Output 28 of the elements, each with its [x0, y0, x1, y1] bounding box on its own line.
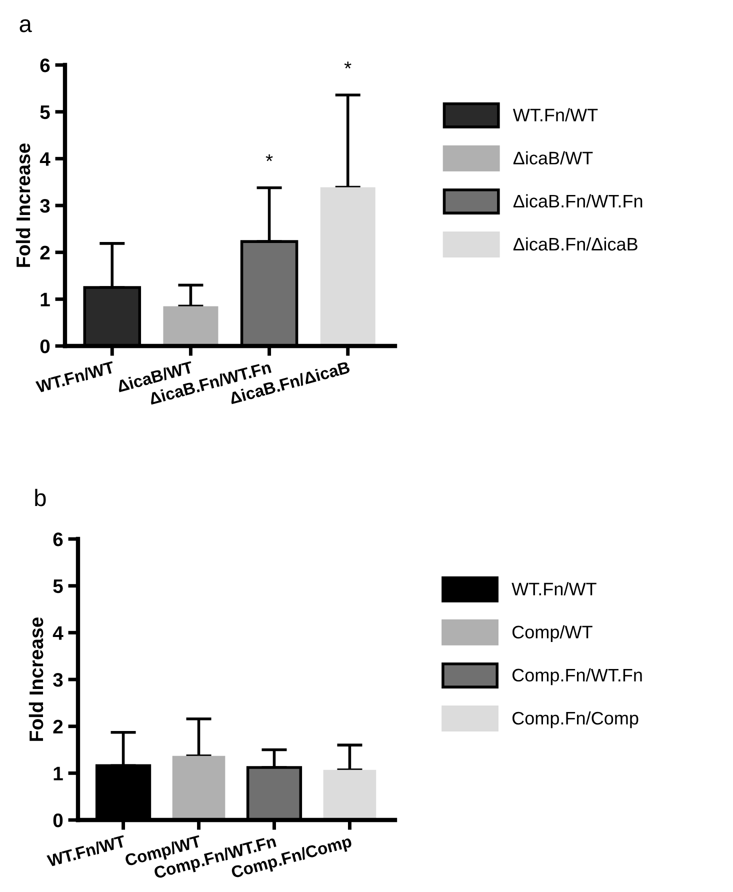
- y-axis-title: Fold Increase: [28, 617, 44, 741]
- annotation: *: [266, 154, 273, 162]
- legend-label: Comp/WT: [512, 625, 592, 642]
- y-tick-label: 6: [40, 58, 50, 72]
- y-tick-label: 5: [40, 106, 50, 120]
- y-tick-label: 2: [53, 720, 63, 734]
- legend-label: ΔicaB/WT: [513, 151, 593, 164]
- legend-label: Comp.Fn/Comp: [512, 711, 638, 728]
- y-tick-label: 1: [40, 292, 50, 306]
- y-tick-label: 1: [54, 766, 63, 780]
- y-tick-label: 4: [52, 626, 64, 640]
- annotation: *: [344, 62, 352, 68]
- y-tick-label: 6: [53, 532, 63, 546]
- y-tick-label: 2: [40, 246, 50, 260]
- y-axis-title: Fold Increase: [16, 143, 30, 267]
- y-tick-label: 0: [40, 339, 50, 354]
- y-tick-label: 3: [53, 672, 63, 687]
- y-tick-label: 3: [40, 198, 50, 213]
- y-tick-label: 0: [53, 813, 63, 828]
- chart-title: a: [20, 19, 32, 32]
- legend-label: WT.Fn/WT: [512, 108, 598, 122]
- legend-label: ΔicaB.Fn/ΔicaB: [513, 237, 638, 251]
- chart-title: b: [35, 488, 46, 506]
- legend-label: WT.Fn/WT: [512, 582, 596, 596]
- y-tick-label: 5: [53, 580, 63, 594]
- legend-label: Comp.Fn/WT.Fn: [512, 668, 642, 686]
- legend-label: ΔicaB.Fn/WT.Fn: [513, 194, 642, 208]
- y-tick-label: 4: [40, 152, 50, 166]
